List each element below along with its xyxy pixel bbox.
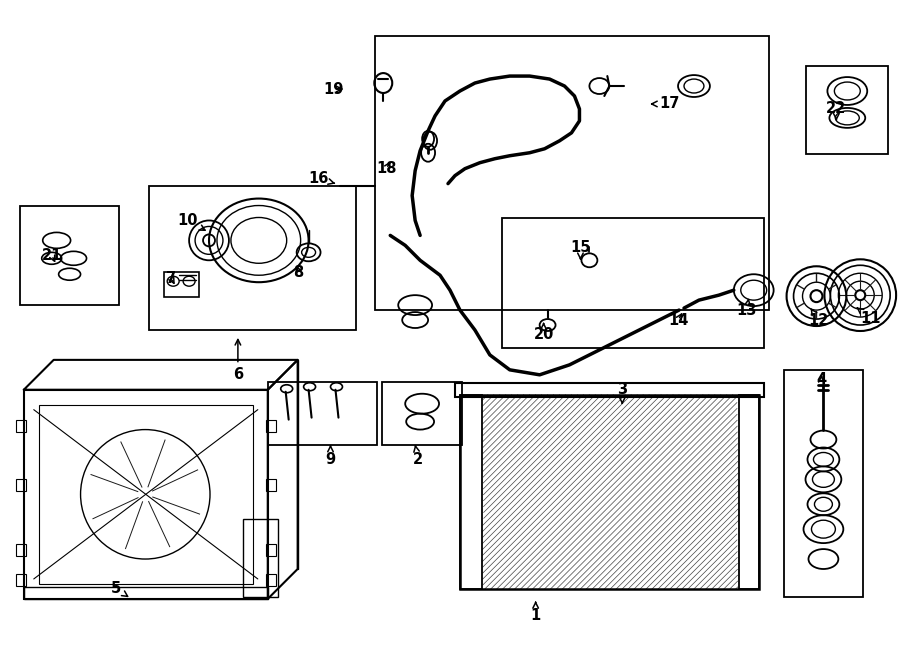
Bar xyxy=(243,519,278,597)
Text: 18: 18 xyxy=(376,161,397,176)
Text: 10: 10 xyxy=(177,213,205,230)
Text: 8: 8 xyxy=(293,265,304,280)
Bar xyxy=(266,574,275,586)
Bar xyxy=(16,574,26,586)
Bar xyxy=(502,219,764,348)
Bar xyxy=(23,587,268,599)
Text: 12: 12 xyxy=(808,309,829,328)
Text: 22: 22 xyxy=(826,101,847,120)
Text: 14: 14 xyxy=(668,313,688,328)
Bar xyxy=(266,544,275,556)
Text: 1: 1 xyxy=(530,602,541,623)
Text: 6: 6 xyxy=(233,340,243,382)
Text: 3: 3 xyxy=(617,382,627,403)
Text: 17: 17 xyxy=(652,97,680,112)
Text: 4: 4 xyxy=(816,372,826,387)
Text: 5: 5 xyxy=(112,582,128,596)
Bar xyxy=(16,544,26,556)
Bar xyxy=(39,405,253,584)
Bar xyxy=(23,390,268,599)
Bar xyxy=(375,36,769,310)
Text: 16: 16 xyxy=(309,171,335,186)
Bar xyxy=(784,370,863,597)
Bar xyxy=(149,186,356,330)
Bar xyxy=(460,395,482,589)
Bar xyxy=(268,382,377,444)
Text: 9: 9 xyxy=(326,446,336,467)
Bar xyxy=(382,382,462,444)
Bar xyxy=(164,272,199,297)
Text: 21: 21 xyxy=(41,248,62,263)
Text: 7: 7 xyxy=(166,271,176,286)
Bar xyxy=(739,395,759,589)
Text: 19: 19 xyxy=(323,81,344,97)
Bar xyxy=(460,395,759,589)
Bar xyxy=(266,420,275,432)
Bar xyxy=(20,206,120,305)
Text: 2: 2 xyxy=(413,446,423,467)
Bar xyxy=(16,420,26,432)
Text: 20: 20 xyxy=(534,324,554,342)
Text: 11: 11 xyxy=(857,308,880,326)
Bar xyxy=(266,479,275,491)
Bar xyxy=(806,66,888,154)
Bar xyxy=(16,479,26,491)
Bar xyxy=(455,383,764,397)
Text: 13: 13 xyxy=(736,299,757,317)
Text: 15: 15 xyxy=(571,240,590,258)
